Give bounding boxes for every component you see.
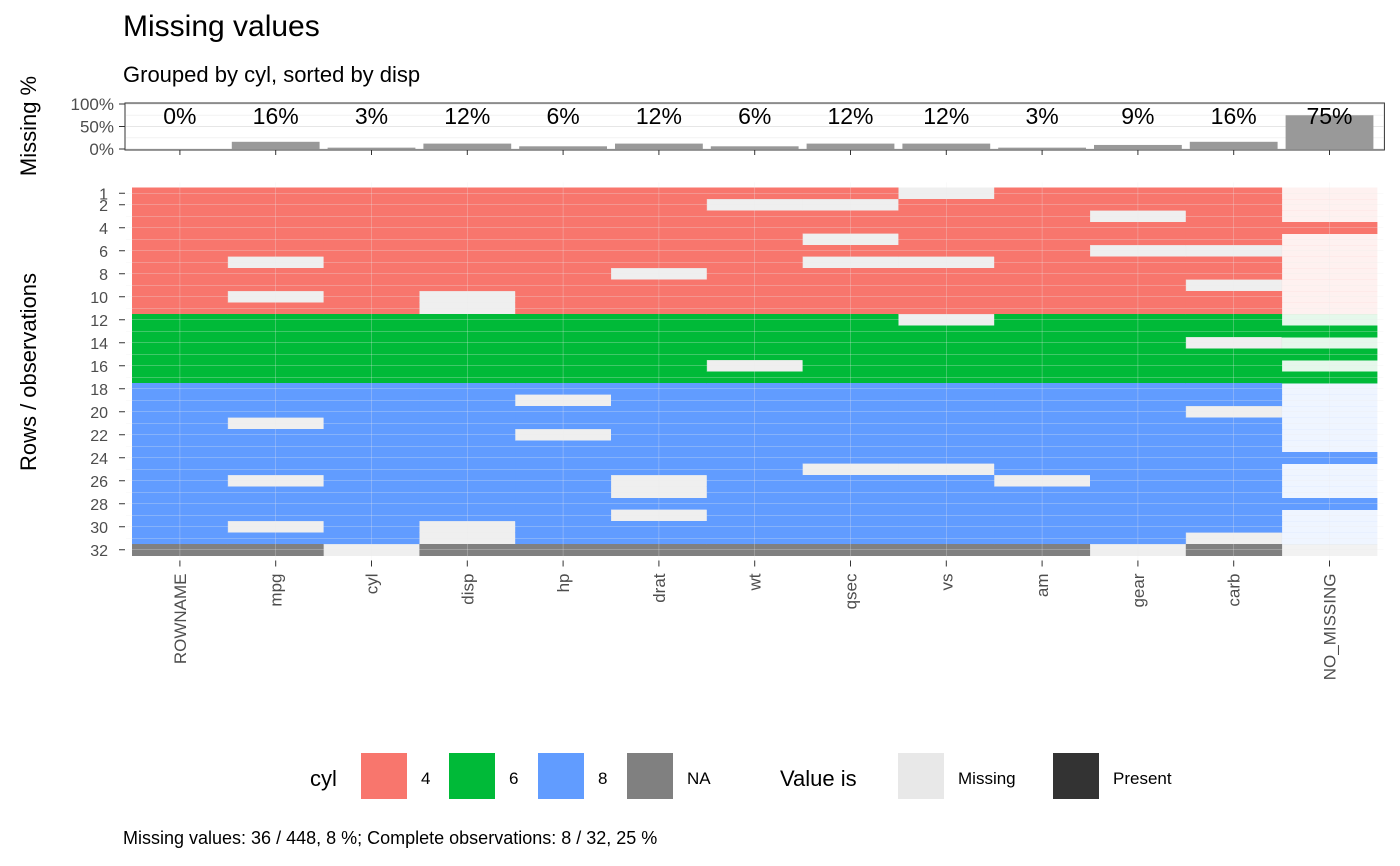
row-tick-label: 4: [99, 221, 108, 238]
main-y-axis-label: Rows / observations: [16, 273, 41, 471]
missing-pct-label: 75%: [1306, 103, 1352, 129]
row-tick-label: 6: [99, 244, 108, 261]
missing-pct-label: 6%: [546, 103, 579, 129]
missing-pct-bar: [327, 147, 416, 149]
legend-cyl-swatch: [627, 753, 673, 799]
legend-cyl-label: NA: [687, 769, 711, 788]
missing-pct-bar: [1189, 141, 1278, 149]
missing-pct-label: 3%: [1025, 103, 1058, 129]
missing-pct-label: 12%: [444, 103, 490, 129]
missing-pct-label: 12%: [827, 103, 873, 129]
legend-value-swatch: [1053, 753, 1099, 799]
legend-value-title: Value is: [780, 766, 857, 791]
row-tick-label: 1: [99, 186, 108, 203]
row-tick-label: 2: [99, 198, 108, 215]
missing-pct-bar: [710, 146, 799, 149]
missing-pct-label: 3%: [355, 103, 388, 129]
missing-pct-label: 0%: [163, 103, 196, 129]
missing-pct-label: 6%: [738, 103, 771, 129]
row-tick-label: 22: [90, 428, 108, 445]
chart-subtitle: Grouped by cyl, sorted by disp: [123, 62, 421, 87]
missing-pct-label: 9%: [1121, 103, 1154, 129]
row-tick-label: 8: [99, 267, 108, 284]
missing-pct-bar: [615, 143, 703, 149]
legend-cyl-swatch: [449, 753, 495, 799]
column-label: cyl: [363, 574, 382, 595]
missing-pct-bar: [519, 146, 607, 149]
column-label: hp: [554, 574, 573, 593]
missing-pct-bar: [806, 143, 895, 149]
missing-pct-bar: [231, 141, 320, 149]
row-tick-label: 28: [90, 497, 108, 514]
row-tick-label: 24: [90, 451, 108, 468]
column-label: carb: [1225, 574, 1244, 607]
legend-cyl-title: cyl: [310, 766, 337, 791]
row-tick-label: 10: [90, 290, 108, 307]
column-label: mpg: [267, 574, 286, 607]
legend-cyl-label: 6: [509, 769, 518, 788]
missing-pct-bar: [423, 143, 512, 149]
missing-pct-label: 12%: [923, 103, 969, 129]
column-label: disp: [458, 574, 477, 605]
top-y-axis-label: Missing %: [16, 76, 41, 176]
column-label: wt: [746, 573, 765, 591]
row-tick-label: 12: [90, 313, 108, 330]
legend-cyl-swatch: [538, 753, 584, 799]
legend-cyl-label: 8: [598, 769, 607, 788]
column-label: ROWNAME: [171, 574, 190, 665]
column-label: qsec: [842, 573, 861, 609]
top-y-tick-label: 50%: [80, 118, 114, 137]
missing-pct-bar: [998, 147, 1086, 149]
legend-value-swatch: [898, 753, 944, 799]
top-y-tick-label: 0%: [89, 140, 114, 159]
row-tick-label: 20: [90, 405, 108, 422]
row-tick-label: 18: [90, 382, 108, 399]
legend-value-label: Present: [1113, 769, 1172, 788]
legend-cyl-swatch: [361, 753, 407, 799]
row-tick-label: 16: [90, 359, 108, 376]
top-y-tick-label: 100%: [71, 95, 114, 114]
missing-pct-bar: [1094, 144, 1182, 149]
row-tick-label: 14: [90, 336, 108, 353]
legend-cyl-label: 4: [421, 769, 430, 788]
missing-pct-bar: [902, 143, 991, 149]
row-tick-label: 26: [90, 474, 108, 491]
chart-title: Missing values: [123, 10, 320, 43]
row-tick-label: 30: [90, 520, 108, 537]
row-tick-label: 32: [90, 543, 108, 560]
column-label: drat: [650, 573, 669, 603]
missing-pct-bar: [1285, 115, 1374, 149]
column-label: am: [1033, 574, 1052, 598]
column-label: gear: [1129, 573, 1148, 607]
missing-pct-label: 16%: [253, 103, 299, 129]
missing-pct-label: 12%: [636, 103, 682, 129]
missing-pct-label: 16%: [1211, 103, 1257, 129]
legend-value-label: Missing: [958, 769, 1016, 788]
chart-caption: Missing values: 36 / 448, 8 %; Complete …: [123, 828, 658, 848]
column-label: vs: [937, 574, 956, 591]
column-label: NO_MISSING: [1321, 574, 1340, 681]
